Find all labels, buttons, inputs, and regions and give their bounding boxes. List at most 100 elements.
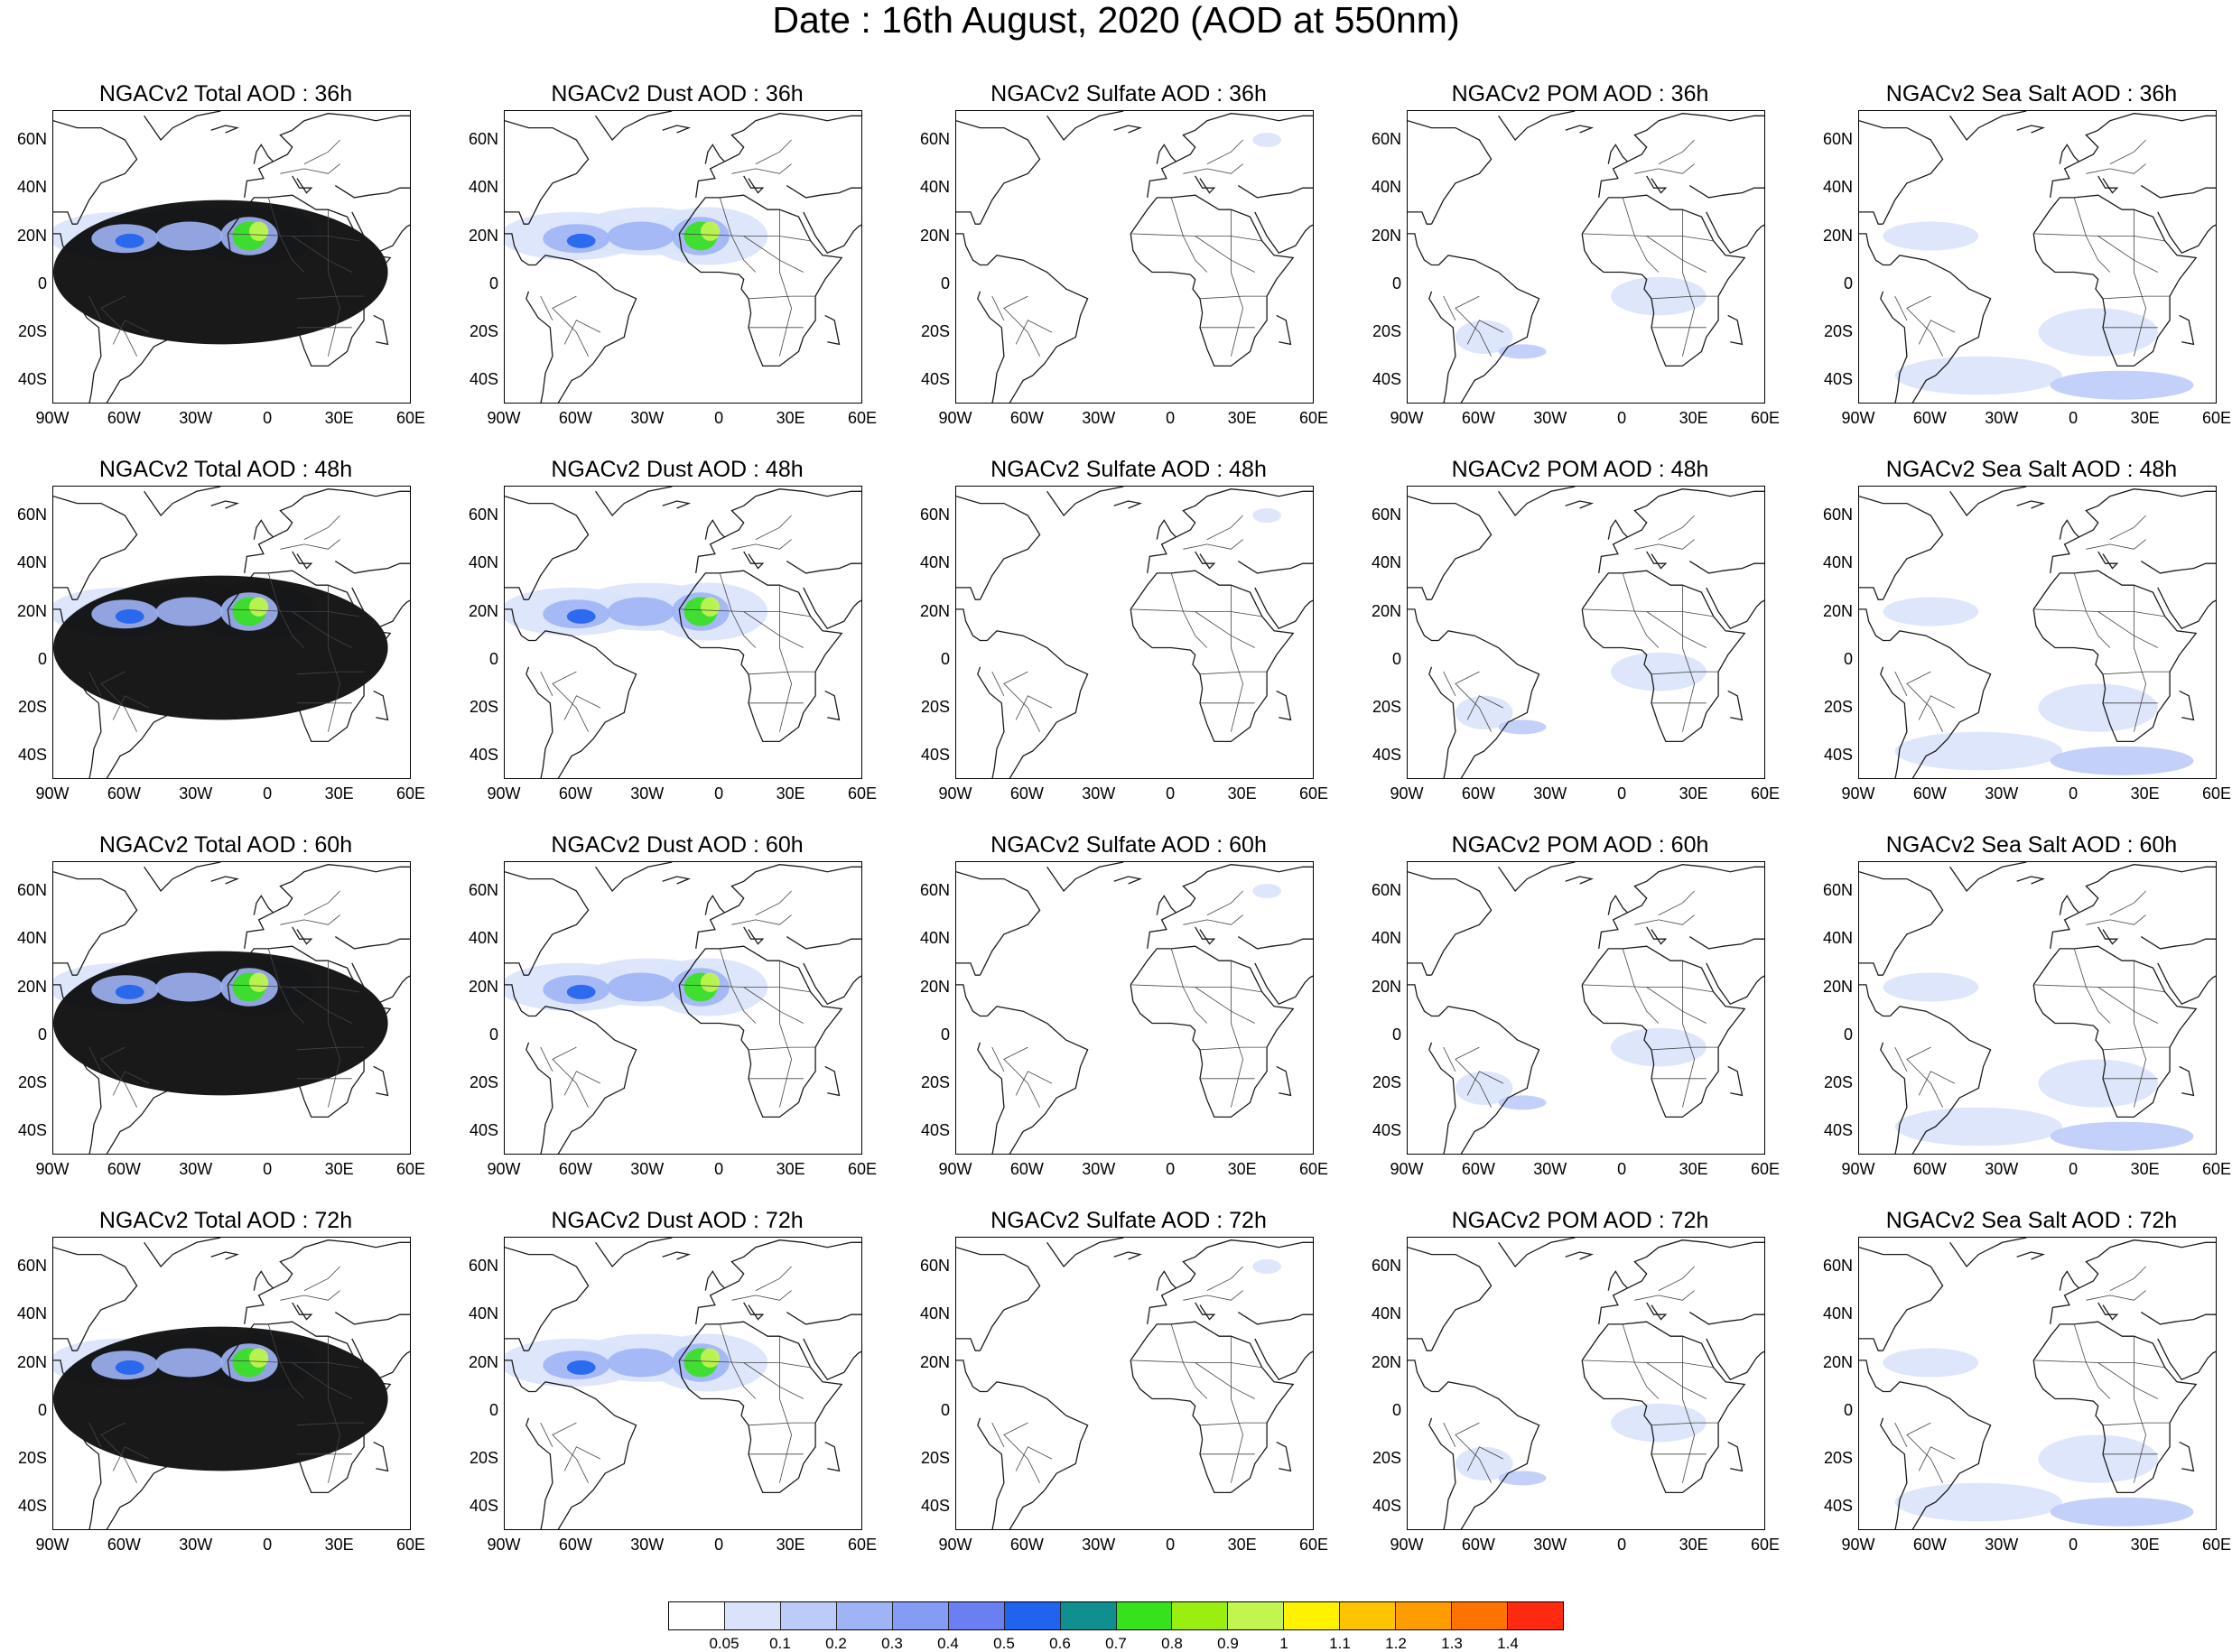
lon-tick-label: 30W [1533, 1160, 1567, 1178]
country-border [327, 1336, 341, 1483]
country-border [1455, 1046, 1492, 1108]
lon-tick-label: 0 [714, 1536, 724, 1554]
country-border [2097, 1362, 2158, 1399]
country-border [1199, 295, 1268, 300]
coastline [678, 194, 843, 367]
lon-tick-label: 60W [1912, 1160, 1947, 1178]
country-border [1582, 1360, 1714, 1369]
map-panel-total-36h: NGACv2 Total AOD : 36h 60N 40N 20N 0 20S 40S 90… [0, 81, 451, 442]
lon-tick-label: 30W [630, 1536, 665, 1554]
lat-tick-label: 40S [1823, 1121, 1853, 1140]
lon-tick-label: 60E [1750, 784, 1781, 803]
aod-shading [249, 597, 269, 617]
lat-tick-label: 0 [1843, 1025, 1853, 1044]
country-border [1015, 1446, 1053, 1471]
aod-shading [115, 233, 144, 248]
aod-shading [155, 1348, 223, 1378]
map-panel-seasalt-48h: NGACv2 Sea Salt AOD : 48h 60N 40N 20N 0 20S 40… [1806, 457, 2232, 818]
coastline [1408, 120, 1493, 225]
aod-shading [1894, 731, 2062, 771]
aod-shading [155, 597, 223, 626]
coastline [1498, 1238, 1576, 1268]
coastline [1565, 500, 1595, 509]
lon-tick-label: 90W [1390, 1536, 1424, 1554]
panel-title: NGACv2 Total AOD : 48h [98, 457, 353, 482]
country-border [100, 671, 137, 732]
coastline [1598, 488, 1764, 573]
country-border [755, 890, 792, 915]
lon-tick-label: 60E [847, 1160, 878, 1178]
coastline [83, 1006, 186, 1154]
aod-shading [701, 1348, 721, 1368]
coastline [1428, 1417, 1456, 1529]
aod-shading [1894, 1482, 2062, 1522]
coastline [595, 1238, 673, 1268]
country-border [679, 233, 811, 242]
map-panel-sulfate-72h: NGACv2 Sulfate AOD : 72h 60N 40N 20N 0 20S 40S… [903, 1208, 1354, 1569]
coastline [1880, 1417, 1908, 1529]
country-border [1199, 671, 1268, 675]
map-frame [52, 486, 411, 779]
coastline [2016, 1251, 2046, 1260]
lon-tick-label: 90W [1390, 784, 1424, 803]
coastline [1147, 488, 1313, 573]
country-border [679, 1360, 811, 1369]
coastline [144, 1238, 221, 1268]
lon-tick-label: 30E [776, 1536, 805, 1554]
map-frame [955, 110, 1314, 404]
country-border [1646, 236, 1707, 273]
coastline [2179, 314, 2195, 346]
coastline [1859, 1338, 1883, 1351]
lon-tick-label: 90W [1841, 409, 1875, 427]
country-border [1634, 914, 1695, 925]
lat-tick-label: 60N [919, 129, 950, 148]
lat-tick-label: 20S [1823, 322, 1853, 341]
coastline [695, 113, 861, 198]
coastline [53, 871, 138, 976]
country-border [719, 572, 757, 648]
country-border [1195, 987, 1255, 1024]
coastline [1727, 1441, 1744, 1472]
lat-tick-label: 20S [17, 1073, 47, 1092]
coastline [535, 1381, 637, 1529]
coastline [227, 570, 392, 743]
coastline [2032, 194, 2198, 367]
coastline [1727, 1065, 1744, 1097]
coastline [1195, 175, 1216, 194]
colorbar-swatch [1060, 1602, 1117, 1629]
colorbar-swatch [1284, 1602, 1341, 1629]
coastline [253, 144, 274, 164]
coastline [2179, 1065, 2195, 1097]
country-border [1130, 608, 1262, 617]
coastline [144, 862, 221, 893]
coastline [53, 1338, 78, 1351]
coastline [1408, 211, 1432, 225]
lat-tick-label: 60N [919, 880, 950, 899]
country-border [1681, 1336, 1696, 1483]
panel-title: NGACv2 Dust AOD : 72h [551, 1208, 804, 1233]
aod-shading [2050, 1121, 2194, 1151]
country-border [292, 1362, 352, 1399]
colorbar-swatch [1508, 1602, 1563, 1629]
panel-title: NGACv2 POM AOD : 72h [1451, 1208, 1709, 1233]
coastline [1706, 962, 1764, 1006]
coastline [977, 666, 1005, 778]
coastline [2059, 1270, 2079, 1291]
country-border [327, 961, 341, 1108]
lat-tick-label: 60N [1822, 880, 1853, 899]
coastline [824, 690, 841, 721]
panel-title: NGACv2 Sea Salt AOD : 60h [1885, 832, 2178, 858]
aod-shading [566, 984, 596, 999]
aod-map [956, 862, 1313, 1154]
country-border [2102, 295, 2171, 300]
country-border [1183, 539, 1243, 550]
country-border [552, 671, 589, 732]
coastline [956, 211, 981, 225]
lat-tick-label: 40S [1823, 370, 1853, 389]
aod-shading [1611, 1403, 1707, 1443]
country-border [1183, 163, 1243, 174]
country-border [743, 1362, 804, 1399]
coastline [1607, 144, 1628, 164]
map-panel-total-72h: NGACv2 Total AOD : 72h 60N 40N 20N 0 20S 40S 90… [0, 1208, 451, 1569]
country-border [296, 295, 365, 300]
